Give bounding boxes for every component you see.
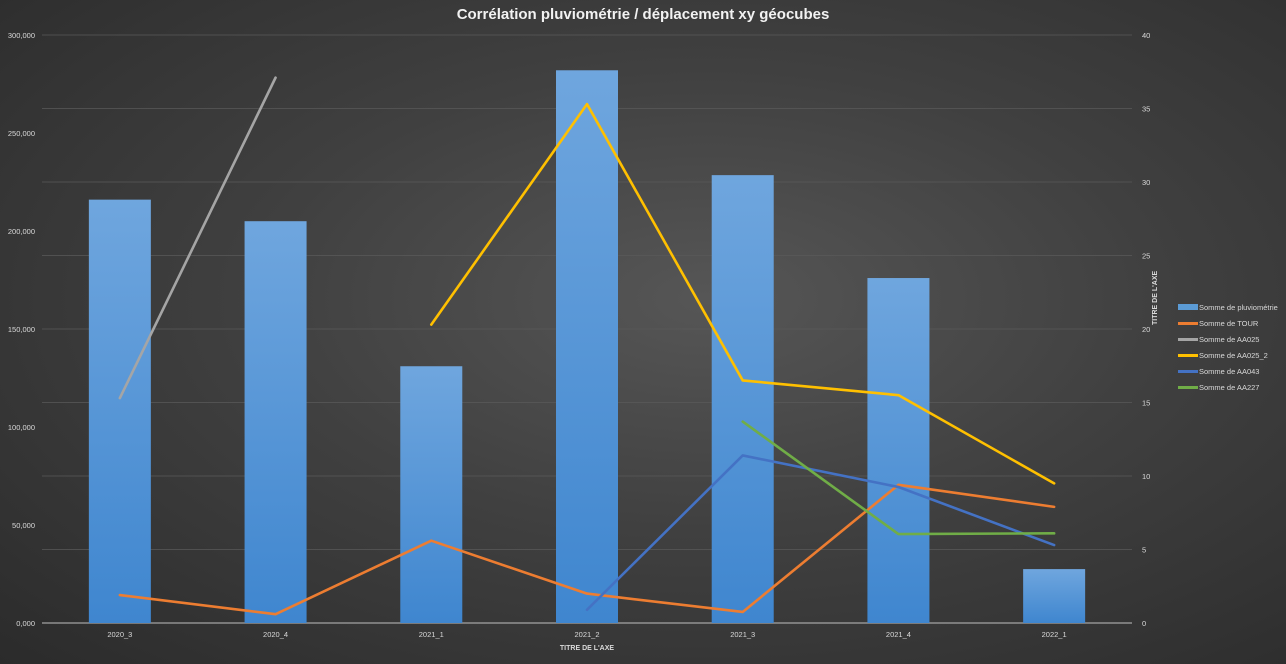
left-axis-tick: 250,000 [8, 129, 35, 138]
series-line-somme-de-aa025 [118, 76, 277, 400]
chart-title: Corrélation pluviométrie / déplacement x… [456, 6, 830, 23]
bar-2022_1 [1023, 569, 1086, 623]
legend-label: Somme de AA025 [1199, 334, 1260, 344]
left-axis-tick: 300,000 [8, 31, 35, 40]
left-axis-tick: 50,000 [12, 521, 35, 530]
right-axis-tick: 10 [1142, 472, 1150, 481]
x-axis-title: TITRE DE L'AXE [560, 645, 614, 652]
legend-item: Somme de pluviométrie [1178, 299, 1278, 315]
left-axis-tick: 200,000 [8, 227, 35, 236]
legend-item: Somme de AA043 [1178, 363, 1278, 379]
bar-2021_1 [400, 366, 463, 623]
left-axis-tick: 0,000 [16, 619, 35, 628]
series-line-somme-de-aa227 [741, 420, 1056, 536]
x-axis-tick: 2020_3 [107, 630, 132, 639]
x-axis-tick: 2021_3 [730, 630, 755, 639]
bar-2020_4 [244, 221, 307, 623]
x-axis-tick: 2021_1 [419, 630, 444, 639]
bar-2021_3 [711, 175, 774, 623]
bar-2021_2 [556, 70, 618, 623]
right-axis-tick: 20 [1142, 325, 1150, 334]
left-axis-tick: 100,000 [8, 423, 35, 432]
legend-label: Somme de TOUR [1199, 318, 1259, 328]
x-axis-tick: 2021_4 [886, 630, 911, 639]
legend-item: Somme de TOUR [1178, 315, 1278, 331]
legend: Somme de pluviométrie Somme de TOUR Somme … [1178, 299, 1278, 395]
legend-label: Somme de pluviométrie [1199, 302, 1278, 312]
right-axis-tick: 35 [1142, 105, 1150, 114]
series-line-somme-de-tour [118, 483, 1056, 616]
right-axis-tick: 30 [1142, 178, 1150, 187]
right-axis-tick: 25 [1142, 252, 1150, 261]
legend-swatch [1178, 321, 1198, 325]
x-axis-tick: 2020_4 [263, 630, 288, 639]
legend-swatch [1178, 385, 1198, 389]
legend-item: Somme de AA025_2 [1178, 347, 1278, 363]
legend-item: Somme de AA227 [1178, 379, 1278, 395]
legend-swatch [1178, 337, 1198, 341]
right-axis-title: TITRE DE L'AXE [1152, 270, 1159, 325]
right-axis-tick: 5 [1142, 546, 1146, 555]
legend-swatch [1178, 369, 1198, 373]
right-axis-tick: 15 [1142, 399, 1150, 408]
legend-item: Somme de AA025 [1178, 331, 1278, 347]
legend-label: Somme de AA043 [1199, 366, 1260, 376]
x-axis-tick: 2021_2 [574, 630, 599, 639]
left-axis-tick: 150,000 [8, 325, 35, 334]
bar-2020_3 [88, 199, 151, 623]
series-line-somme-de-aa025_2 [429, 102, 1056, 485]
legend-label: Somme de AA227 [1199, 382, 1260, 392]
legend-swatch [1178, 353, 1198, 357]
x-axis-tick: 2022_1 [1042, 630, 1067, 639]
right-axis-tick: 0 [1142, 619, 1146, 628]
bar-2021_4 [867, 278, 930, 623]
legend-swatch [1178, 304, 1198, 310]
series-line-somme-de-aa043 [585, 454, 1056, 612]
right-axis-tick: 40 [1142, 31, 1150, 40]
legend-label: Somme de AA025_2 [1199, 350, 1268, 360]
